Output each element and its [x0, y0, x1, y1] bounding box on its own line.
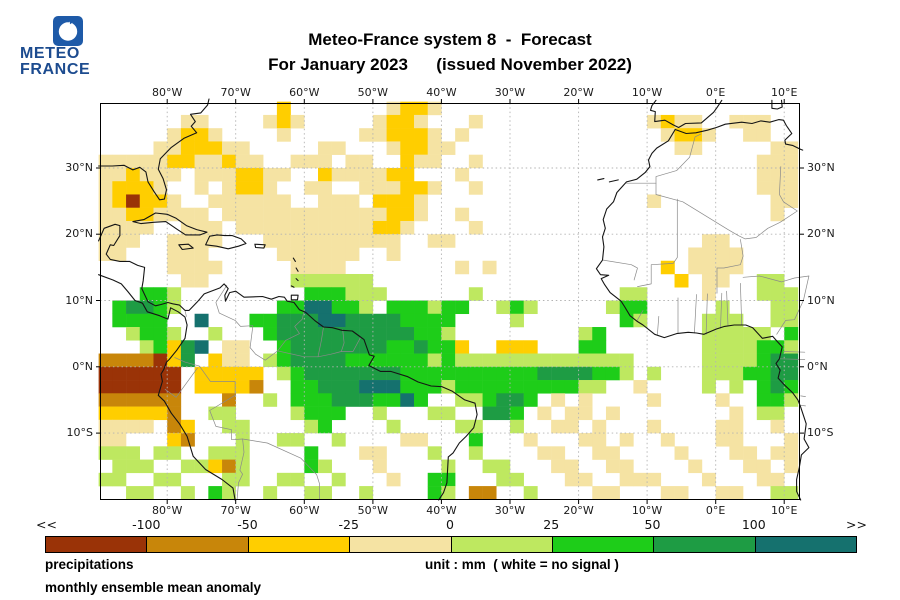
lon-tick-top-30°W: 30°W	[494, 86, 526, 99]
lon-tick-bottom-60°W: 60°W	[289, 504, 320, 517]
graticule	[100, 103, 800, 500]
map-frame-border	[100, 103, 800, 500]
lon-tick-bottom-40°W: 40°W	[426, 504, 457, 517]
lon-tick-top-10°E: 10°E	[770, 86, 798, 99]
longitude-axis-top: 80°W 70°W 60°W 50°W 40°W 30°W 20°W 10°W 0°E 10°E	[100, 86, 800, 100]
lon-tick-top-50°W: 50°W	[357, 86, 389, 99]
latitude-axis-left: 30°N 20°N 10°N 0°N 10°S	[0, 103, 93, 500]
unit-note: unit : mm ( white = no signal )	[425, 557, 619, 572]
lat-tick-right-10°N: 10°N	[807, 293, 835, 307]
title-line-1: Meteo-France system 8 - Forecast	[308, 30, 592, 49]
lon-tick-top-70°W: 70°W	[220, 86, 251, 99]
lat-tick-left-20°N: 20°N	[65, 227, 93, 241]
lat-tick-right-10°S: 10°S	[807, 426, 834, 440]
lon-tick-bottom-30°W: 30°W	[494, 504, 526, 517]
colorbar-segment-2	[147, 537, 249, 552]
lat-tick-left-10°N: 10°N	[65, 293, 93, 307]
axis-tick-marks	[96, 99, 804, 504]
lon-tick-bottom-20°W: 20°W	[563, 504, 594, 517]
lon-tick-bottom-0°E: 0°E	[705, 504, 726, 517]
lon-tick-bottom-10°E: 10°E	[770, 504, 798, 517]
colorbar-left-arrow: <<	[36, 517, 57, 532]
map-canvas	[96, 98, 810, 504]
colorbar-tick-50: 50	[644, 517, 661, 532]
lon-tick-top-80°W: 80°W	[152, 86, 183, 99]
colorbar	[45, 536, 857, 553]
colorbar-segment-5	[451, 537, 553, 552]
title-line-2: For January 2023 (issued November 2022)	[268, 55, 632, 74]
variable-label: precipitations	[45, 557, 134, 572]
country-borders	[164, 133, 810, 500]
lat-tick-left-0°N: 0°N	[72, 359, 93, 373]
colorbar-segment-1	[46, 537, 148, 552]
statistic-label: monthly ensemble mean anomaly	[45, 580, 262, 595]
lon-tick-bottom-80°W: 80°W	[152, 504, 183, 517]
logo-text-france: FRANCE	[20, 61, 91, 78]
lat-tick-left-30°N: 30°N	[65, 160, 93, 174]
lon-tick-top-10°W: 10°W	[631, 86, 663, 99]
colorbar-segment-4	[350, 537, 452, 552]
anomaly-cells	[98, 101, 799, 500]
lon-tick-top-20°W: 20°W	[563, 86, 594, 99]
colorbar-tick--25: -25	[338, 517, 359, 532]
lon-tick-top-60°W: 60°W	[289, 86, 320, 99]
lat-tick-left-10°S: 10°S	[66, 426, 93, 440]
colorbar-tick-100: 100	[741, 517, 766, 532]
colorbar-tick-25: 25	[543, 517, 560, 532]
colorbar-right-arrow: >>	[846, 517, 867, 532]
coastlines	[98, 98, 810, 501]
lon-tick-bottom-10°W: 10°W	[631, 504, 663, 517]
lon-tick-top-0°E: 0°E	[705, 86, 726, 99]
colorbar-segment-8	[755, 537, 856, 552]
colorbar-labels: << -100 -50 -25 0 25 50 100 >>	[0, 517, 900, 532]
longitude-axis-bottom: 80°W 70°W 60°W 50°W 40°W 30°W 20°W 10°W 0°E 10°E	[100, 504, 800, 518]
lon-tick-bottom-50°W: 50°W	[357, 504, 389, 517]
lat-tick-right-30°N: 30°N	[807, 160, 835, 174]
lon-tick-top-40°W: 40°W	[426, 86, 457, 99]
lat-tick-right-0°N: 0°N	[807, 359, 828, 373]
lat-tick-right-20°N: 20°N	[807, 227, 835, 241]
colorbar-segment-7	[654, 537, 756, 552]
forecast-map	[96, 98, 810, 504]
latitude-axis-right: 30°N 20°N 10°N 0°N 10°S	[807, 103, 900, 500]
lon-tick-bottom-70°W: 70°W	[220, 504, 251, 517]
colorbar-segment-6	[552, 537, 655, 552]
colorbar-tick-0: 0	[446, 517, 454, 532]
meteo-france-logo-icon	[53, 16, 83, 46]
colorbar-tick--100: -100	[132, 517, 161, 532]
colorbar-segment-3	[248, 537, 351, 552]
logo-text-meteo: METEO	[20, 45, 80, 62]
colorbar-tick--50: -50	[237, 517, 258, 532]
